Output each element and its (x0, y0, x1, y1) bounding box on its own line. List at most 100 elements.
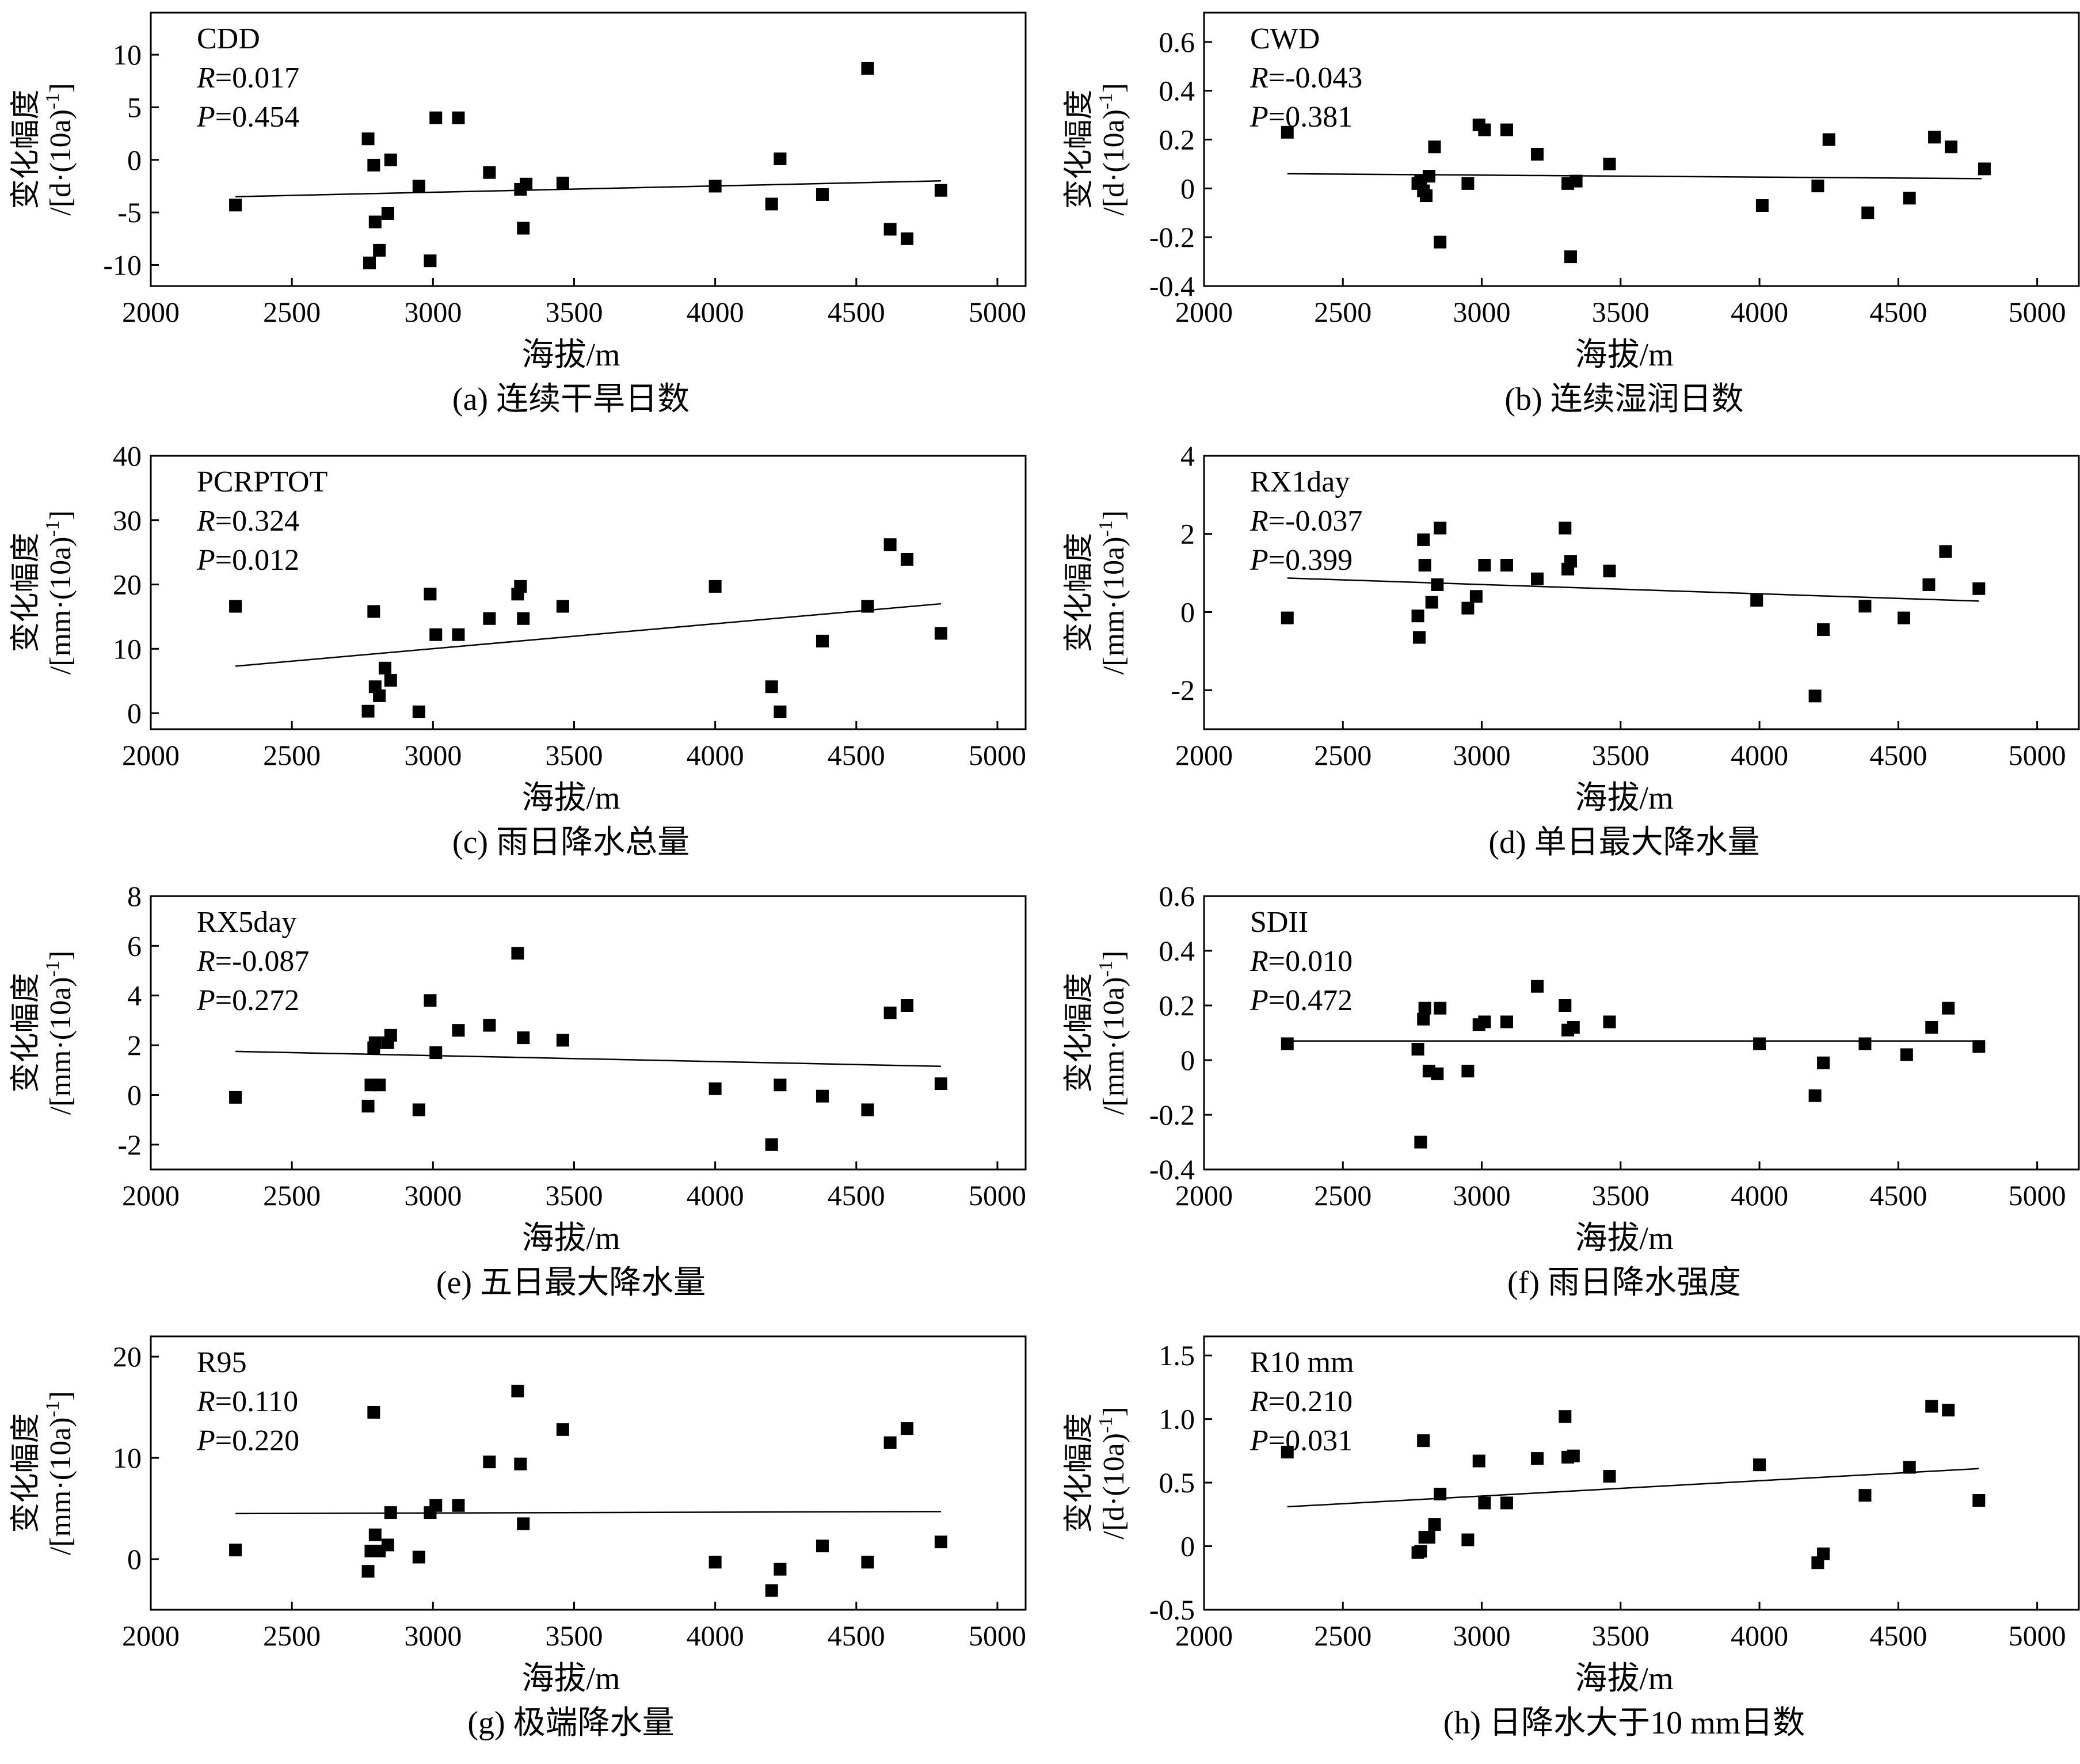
data-point (861, 1103, 874, 1117)
y-tick-label: -0.2 (1149, 1099, 1195, 1131)
data-point (1434, 1001, 1447, 1015)
data-point (1531, 1452, 1544, 1465)
data-point (934, 184, 947, 197)
trend-line (235, 1050, 941, 1068)
y-unit-close: ] (1098, 1407, 1130, 1416)
data-point (429, 628, 443, 641)
data-point (1755, 199, 1769, 212)
data-point (361, 1099, 375, 1112)
data-point (363, 256, 376, 269)
chart-panel-f: 2000 2500 3000 3500 4000 4500 5000 -0.4 -0.2 0 0.2… (1063, 880, 2080, 1301)
data-point (452, 111, 465, 124)
data-point (883, 1436, 897, 1449)
y-tick-label: 2 (1180, 518, 1195, 550)
y-tick-label: 2 (127, 1029, 142, 1061)
data-point (429, 1499, 443, 1512)
plot-frame (150, 1335, 1027, 1611)
index-name-label: CDD (197, 22, 260, 55)
p-value-label: P=0.012 (196, 544, 299, 577)
data-point (816, 1540, 829, 1553)
x-tick-label: 3000 (1453, 1620, 1511, 1652)
data-point (368, 1036, 382, 1049)
x-tick-label: 4500 (828, 1179, 885, 1211)
data-point (1281, 125, 1294, 139)
panel-caption: (f) 雨日降水强度 (1507, 1265, 1741, 1301)
data-point (361, 132, 375, 146)
y-tick-label: 0 (127, 697, 142, 729)
data-point (556, 176, 569, 189)
data-point (774, 1079, 787, 1092)
data-point (1972, 1040, 1986, 1053)
chart-panel-h: 2000 2500 3000 3500 4000 4500 5000 -0.5 0 0.5 1.0 1… (1063, 1335, 2080, 1741)
x-axis-title: 海拔/m (521, 780, 620, 816)
r-symbol: R (1249, 62, 1268, 94)
x-tick-label: 3500 (1592, 296, 1649, 328)
y-unit-superscript: -1 (1095, 1417, 1117, 1433)
x-tick-label: 3500 (545, 1620, 603, 1652)
x-axis-title: 海拔/m (1575, 780, 1673, 816)
data-point (708, 1082, 722, 1095)
panel-caption: (d) 单日最大降水量 (1488, 825, 1759, 860)
x-tick-label: 5000 (2009, 1179, 2066, 1211)
data-point (514, 580, 527, 593)
r-value: =-0.037 (1268, 505, 1363, 538)
index-name-label: SDII (1250, 906, 1308, 939)
x-tick-label: 4500 (1869, 1620, 1927, 1652)
x-axis-title: 海拔/m (1575, 1221, 1673, 1256)
index-name-label: PCRPTOT (197, 466, 327, 498)
data-point (1928, 131, 1941, 144)
y-unit-base: /[mm·(10a) (1098, 536, 1130, 675)
y-tick-label: 20 (113, 1340, 142, 1373)
x-axis-title: 海拔/m (1575, 337, 1673, 373)
y-unit-superscript: -1 (42, 93, 63, 109)
data-point (361, 704, 375, 718)
data-point (1500, 123, 1513, 136)
data-point (1420, 189, 1433, 203)
data-point (412, 180, 425, 193)
data-point (381, 1538, 394, 1552)
p-value: =0.381 (1268, 101, 1353, 134)
data-point (708, 1556, 722, 1569)
y-axis-title-line1: 变化幅度 (10, 89, 43, 209)
y-unit-superscript: -1 (42, 1401, 63, 1417)
data-point (1811, 180, 1824, 193)
data-point (1753, 1037, 1766, 1050)
x-tick-label: 3000 (404, 1620, 462, 1652)
r-value: =-0.043 (1268, 62, 1363, 94)
p-symbol: P (1249, 101, 1268, 134)
plot-frame (150, 12, 1027, 287)
y-tick-label: 0.6 (1159, 26, 1195, 58)
data-point (1434, 1487, 1447, 1500)
y-tick-label: 0.6 (1159, 880, 1195, 912)
data-point (1500, 1015, 1513, 1028)
data-point (901, 999, 914, 1012)
data-point (1414, 1545, 1427, 1558)
data-point (483, 1456, 496, 1469)
data-point (1822, 133, 1835, 146)
data-point (1478, 1015, 1491, 1028)
data-point (1422, 170, 1435, 183)
data-point (1903, 192, 1916, 205)
trend-line (235, 1511, 941, 1515)
r-symbol: R (196, 945, 215, 978)
plot-frame (150, 455, 1027, 730)
data-point (1434, 235, 1447, 249)
y-tick-label: 8 (127, 880, 142, 912)
y-axis-title: 变化幅度/[mm·(10a)-1] (10, 1391, 77, 1555)
p-symbol: P (196, 984, 215, 1017)
data-point (883, 1006, 897, 1019)
y-axis-title-line1: 变化幅度 (1063, 89, 1096, 209)
plot-frame (1203, 895, 2080, 1171)
data-point (1422, 1531, 1435, 1544)
p-value: =0.472 (1268, 984, 1353, 1017)
y-tick-label: 4 (1180, 440, 1195, 472)
data-point (1411, 609, 1424, 623)
data-point (1808, 689, 1822, 703)
data-point (883, 223, 897, 236)
x-tick-label: 3500 (545, 296, 603, 328)
x-axis-title: 海拔/m (1575, 1661, 1673, 1697)
y-tick-label: 0 (1180, 1044, 1195, 1076)
data-point (452, 1024, 465, 1037)
x-tick-label: 5000 (969, 1179, 1026, 1211)
data-point (1500, 559, 1513, 572)
